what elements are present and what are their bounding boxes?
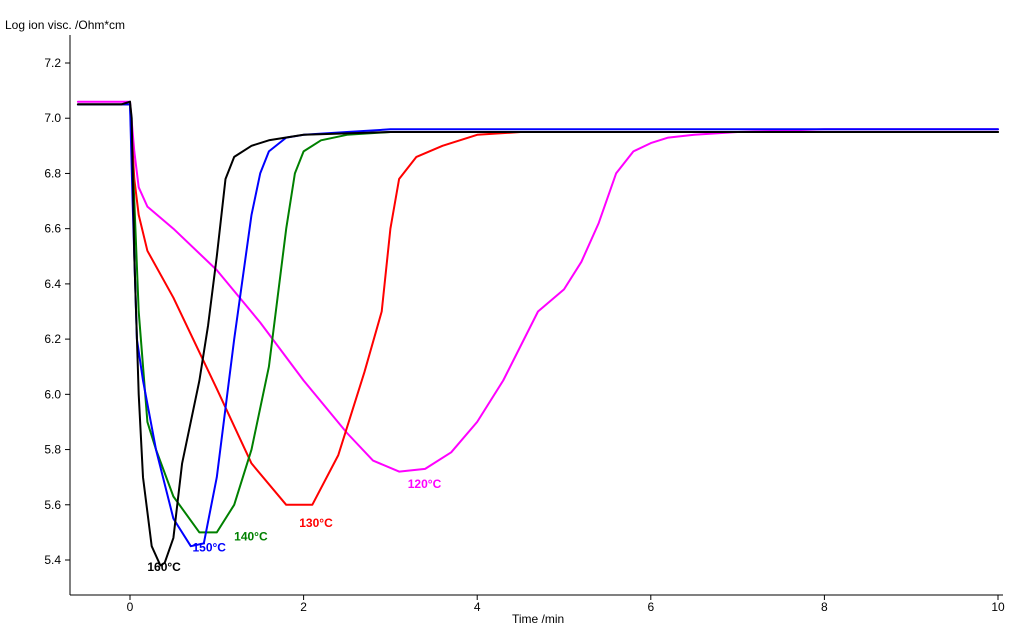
series-label-150-c: 150°C <box>192 541 226 555</box>
series-label-140-c: 140°C <box>234 530 268 544</box>
y-tick-label: 6.8 <box>44 166 61 180</box>
series-label-160-c: 160°C <box>147 560 181 574</box>
series-line-120-c <box>76 100 999 473</box>
x-tick-label: 10 <box>991 600 1005 614</box>
y-axis-label: Log ion visc. /Ohm*cm <box>5 18 126 32</box>
y-tick-label: 6.0 <box>44 387 61 401</box>
x-tick-label: 2 <box>300 600 307 614</box>
y-tick-label: 6.6 <box>44 222 61 236</box>
series-line-160-c <box>76 100 999 567</box>
series-line-130-c <box>76 103 999 506</box>
y-tick-label: 7.2 <box>44 56 61 70</box>
x-tick-label: 0 <box>127 600 134 614</box>
series-line-140-c <box>76 103 999 534</box>
series-labels: 120°C 130°C 140°C 150°C 160°C <box>147 477 441 574</box>
series-label-120-c: 120°C <box>408 477 442 491</box>
y-tick-label: 6.2 <box>44 332 61 346</box>
y-tick-label: 7.0 <box>44 111 61 125</box>
x-tick-label: 6 <box>647 600 654 614</box>
y-tick-label: 5.8 <box>44 443 61 457</box>
series-label-130-c: 130°C <box>299 516 333 530</box>
series-lines <box>76 100 999 567</box>
axes: 0 2 4 6 8 10 5.4 5.6 5.8 6.0 6.2 6.4 6.6 6.8 7.0 7.2 <box>44 35 1005 614</box>
series-line-150-c <box>76 103 999 548</box>
y-tick-label: 5.4 <box>44 553 61 567</box>
x-axis-label: Time /min <box>512 612 565 626</box>
y-tick-label: 6.4 <box>44 277 61 291</box>
y-tick-label: 5.6 <box>44 498 61 512</box>
x-tick-label: 8 <box>821 600 828 614</box>
x-tick-label: 4 <box>474 600 481 614</box>
